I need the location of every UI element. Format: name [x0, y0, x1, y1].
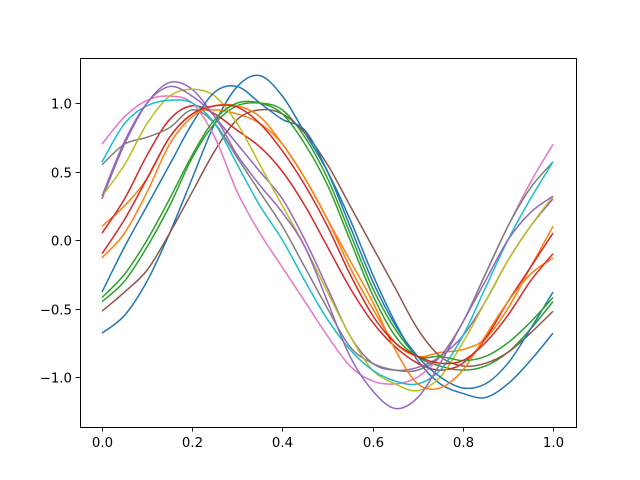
- series-line-12: [101, 103, 554, 391]
- y-tick-label: −0.5: [40, 304, 72, 319]
- series-layer: [101, 74, 554, 410]
- series-line-14: [101, 104, 554, 365]
- series-line-15: [101, 85, 554, 410]
- axes-frame: [80, 58, 577, 428]
- x-tick-label: 0.0: [92, 436, 113, 451]
- x-tick-label: 0.8: [453, 436, 474, 451]
- series-line-1: [101, 74, 554, 399]
- x-tick-label: 0.4: [272, 436, 293, 451]
- series-line-10: [101, 99, 554, 386]
- x-axis-ticks: 0.0 0.2 0.4 0.6 0.8 1.0: [92, 427, 564, 451]
- x-tick-label: 0.6: [363, 436, 384, 451]
- series-line-6: [101, 108, 554, 368]
- series-line-9: [101, 88, 554, 392]
- y-tick-label: 1.0: [51, 98, 72, 113]
- y-tick-label: −1.0: [40, 372, 72, 387]
- x-tick-label: 1.0: [543, 436, 564, 451]
- series-line-11: [101, 85, 554, 390]
- y-tick-label: 0.5: [51, 167, 72, 182]
- y-tick-label: 0.0: [51, 235, 72, 250]
- series-line-7: [101, 95, 554, 385]
- y-axis-ticks: −1.0 −0.5 0.0 0.5 1.0: [40, 98, 80, 387]
- series-line-13: [101, 100, 554, 362]
- series-line-3: [101, 101, 554, 371]
- x-tick-label: 0.2: [182, 436, 203, 451]
- series-line-8: [101, 109, 554, 373]
